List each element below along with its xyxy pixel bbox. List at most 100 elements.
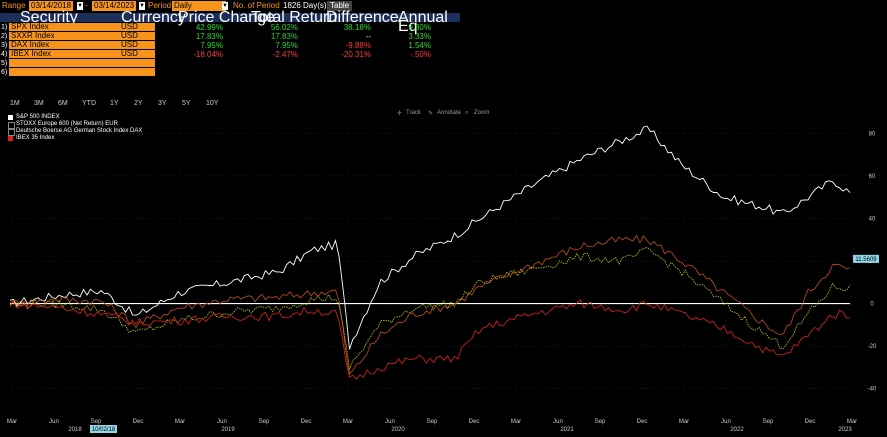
- x-tick-label: Sep: [763, 419, 774, 425]
- x-tick-label: Mar: [679, 419, 689, 425]
- table-row[interactable]: 1) SPX Index USD 42.99% 56.02% 38.18% 9.…: [0, 23, 460, 33]
- legend-item[interactable]: Deutsche Boerse AG German Stock Index DA…: [8, 128, 142, 136]
- track-button[interactable]: Track: [406, 110, 421, 116]
- annual-eq-value: 9.30%: [408, 23, 431, 32]
- series-line: [9, 125, 851, 350]
- col-total-return[interactable]: Total Return: [251, 9, 338, 26]
- security-field[interactable]: [9, 59, 119, 67]
- zoom-button[interactable]: Zoom: [474, 110, 490, 116]
- series-line: [9, 299, 851, 380]
- security-field[interactable]: [9, 68, 119, 76]
- num-period-label: No. of Period: [233, 1, 280, 10]
- range-button-2y[interactable]: 2Y: [134, 100, 143, 107]
- x-year-label: 2019: [221, 427, 235, 433]
- table-row[interactable]: 6): [0, 68, 460, 77]
- price-chart[interactable]: 806040200-20-40MarJunSepDecMarJunSepDecM…: [0, 108, 887, 437]
- security-field[interactable]: IBEX Index: [9, 50, 119, 58]
- col-currency[interactable]: Currency: [121, 9, 186, 26]
- legend-item[interactable]: S&P 500 INDEX: [8, 114, 142, 121]
- currency-field[interactable]: USD: [119, 41, 155, 49]
- range-dash: -: [85, 1, 88, 10]
- last-value-box: [853, 254, 879, 263]
- range-end-dropdown-icon[interactable]: ▼: [139, 2, 145, 10]
- x-tick-label: Mar: [343, 419, 353, 425]
- range-label: Range: [2, 1, 26, 10]
- x-tick-label: Sep: [595, 419, 606, 425]
- zoom-icon[interactable]: ⌕: [465, 110, 469, 116]
- range-button-5y[interactable]: 5Y: [182, 100, 191, 107]
- table-row[interactable]: 2) SXXR Index USD 17.83% 17.83% -- 3.33%: [0, 32, 460, 42]
- table-button[interactable]: Table: [327, 1, 353, 11]
- row-number: 6): [1, 69, 8, 76]
- total-return-value: 7.95%: [275, 41, 298, 50]
- range-button-ytd[interactable]: YTD: [82, 100, 96, 107]
- total-return-value: -2.47%: [272, 50, 298, 59]
- x-tick-label: Sep: [427, 419, 438, 425]
- num-period-value: 1826 Day(s): [283, 1, 327, 10]
- range-button-1m[interactable]: 1M: [10, 100, 20, 107]
- total-return-value: 17.83%: [270, 32, 298, 41]
- col-difference[interactable]: Difference: [326, 9, 399, 26]
- y-tick-label: 80: [869, 131, 876, 137]
- range-button-3m[interactable]: 3M: [34, 100, 44, 107]
- annotate-icon[interactable]: ✎: [428, 111, 434, 117]
- price-change-value: 42.99%: [195, 23, 223, 32]
- col-price-change[interactable]: Price Change: [178, 9, 275, 26]
- x-tick-label: Dec: [469, 419, 480, 425]
- x-tick-label: Mar: [7, 419, 17, 425]
- legend-item[interactable]: STOXX Europe 600 (Net Return) EUR: [8, 121, 142, 129]
- currency-field[interactable]: [119, 68, 155, 76]
- series-line: [9, 246, 851, 371]
- track-icon[interactable]: ✛: [397, 111, 403, 117]
- x-tick-label: Dec: [301, 419, 312, 425]
- legend-item[interactable]: IBEX 35 Index: [8, 135, 142, 142]
- y-tick-label: -40: [868, 387, 877, 393]
- y-tick-label: 60: [869, 174, 876, 180]
- x-tick-label: Jun: [49, 419, 59, 425]
- x-tick-label: Dec: [805, 419, 816, 425]
- currency-field[interactable]: USD: [119, 50, 155, 58]
- x-tick-label: Sep: [91, 419, 102, 425]
- range-start-field[interactable]: 03/14/2018: [29, 1, 74, 11]
- difference-value: 38.18%: [343, 23, 371, 32]
- legend-swatch-icon: [8, 136, 13, 141]
- col-security[interactable]: Security: [20, 9, 78, 26]
- range-start-dropdown-icon[interactable]: ▼: [77, 2, 83, 10]
- period-select[interactable]: Daily: [172, 1, 226, 11]
- security-field[interactable]: SPX Index: [9, 23, 119, 31]
- x-tick-label: Dec: [637, 419, 648, 425]
- price-change-value: 7.95%: [200, 41, 223, 50]
- currency-field[interactable]: [119, 59, 155, 67]
- range-end-field[interactable]: 03/14/2023: [92, 1, 137, 11]
- row-number: 5): [1, 60, 8, 67]
- toolbar: Range 03/14/2018 ▼ - 03/14/2023 ▼ Period…: [0, 0, 887, 12]
- col-annual-eq[interactable]: Annual Eq: [398, 9, 448, 35]
- table-row[interactable]: 3) DAX Index USD 7.95% 7.95% -9.88% 1.54…: [0, 41, 460, 51]
- table-row[interactable]: 4) IBEX Index USD -18.04% -2.47% -20.31%…: [0, 50, 460, 60]
- x-year-label: 2022: [730, 427, 744, 433]
- x-tick-label: Jun: [385, 419, 395, 425]
- x-year-label: 2018: [68, 427, 82, 433]
- security-field[interactable]: SXXR Index: [9, 32, 119, 40]
- range-button-1y[interactable]: 1Y: [110, 100, 119, 107]
- difference-value: -20.31%: [341, 50, 371, 59]
- currency-field[interactable]: USD: [119, 32, 155, 40]
- security-field[interactable]: DAX Index: [9, 41, 119, 49]
- x-tick-label: Mar: [847, 419, 857, 425]
- currency-field[interactable]: USD: [119, 23, 155, 31]
- x-tick-label: Dec: [133, 419, 144, 425]
- difference-value: -9.88%: [345, 41, 371, 50]
- annotate-button[interactable]: Annotate: [437, 110, 462, 116]
- range-button-6m[interactable]: 6M: [58, 100, 68, 107]
- chart-legend: S&P 500 INDEX STOXX Europe 600 (Net Retu…: [8, 114, 142, 142]
- x-tick-label: Mar: [511, 419, 521, 425]
- table-row[interactable]: 5): [0, 59, 460, 68]
- annual-eq-value: -.50%: [410, 50, 431, 59]
- range-button-10y[interactable]: 10Y: [206, 100, 219, 107]
- period-dropdown-icon[interactable]: ▼: [222, 2, 228, 10]
- table-header: Security Currency Price Change Total Ret…: [0, 9, 460, 35]
- annual-eq-value: 1.54%: [408, 41, 431, 50]
- range-button-bar: 1M 3M 6M YTD 1Y 2Y 3Y 5Y 10Y: [0, 99, 887, 108]
- range-button-3y[interactable]: 3Y: [158, 100, 167, 107]
- total-return-value: 56.02%: [270, 23, 298, 32]
